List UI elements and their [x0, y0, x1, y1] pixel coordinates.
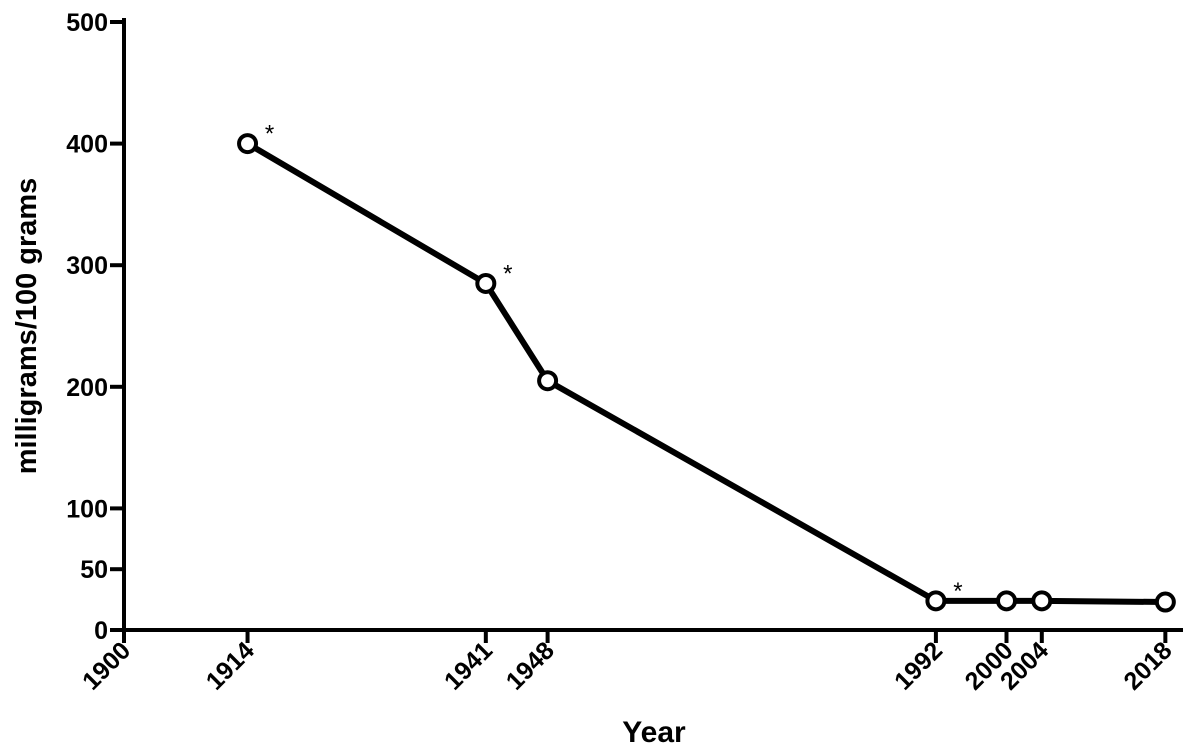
data-point	[475, 272, 497, 294]
y-tick-label: 300	[66, 252, 108, 280]
annotation: *	[265, 121, 274, 148]
x-axis-label: Year	[622, 716, 686, 749]
y-axis-label: milligrams/100 grams	[11, 178, 43, 475]
y-tick-label: 200	[66, 374, 108, 402]
data-line	[246, 141, 1166, 606]
data-point	[537, 370, 559, 392]
x-tick-label: 2018	[1118, 636, 1177, 695]
x-tick-label: 1941	[439, 636, 498, 695]
x-tick-label: 1914	[201, 636, 260, 695]
data-point	[1031, 590, 1053, 612]
y-tick-label: 100	[66, 495, 108, 523]
annotation: *	[503, 260, 512, 287]
x-tick-label: 1992	[889, 636, 948, 695]
y-tick-label: 400	[66, 131, 108, 159]
annotation: *	[953, 578, 962, 605]
data-point	[237, 133, 259, 155]
y-tick-label: 50	[80, 556, 108, 584]
y-tick-label: 500	[66, 9, 108, 37]
x-tick-label: 1900	[77, 636, 136, 695]
data-point	[996, 590, 1017, 612]
data-point	[1154, 591, 1176, 613]
data-point	[925, 590, 947, 612]
y-tick-label: 0	[94, 617, 108, 645]
x-tick-label: 1948	[501, 636, 560, 695]
